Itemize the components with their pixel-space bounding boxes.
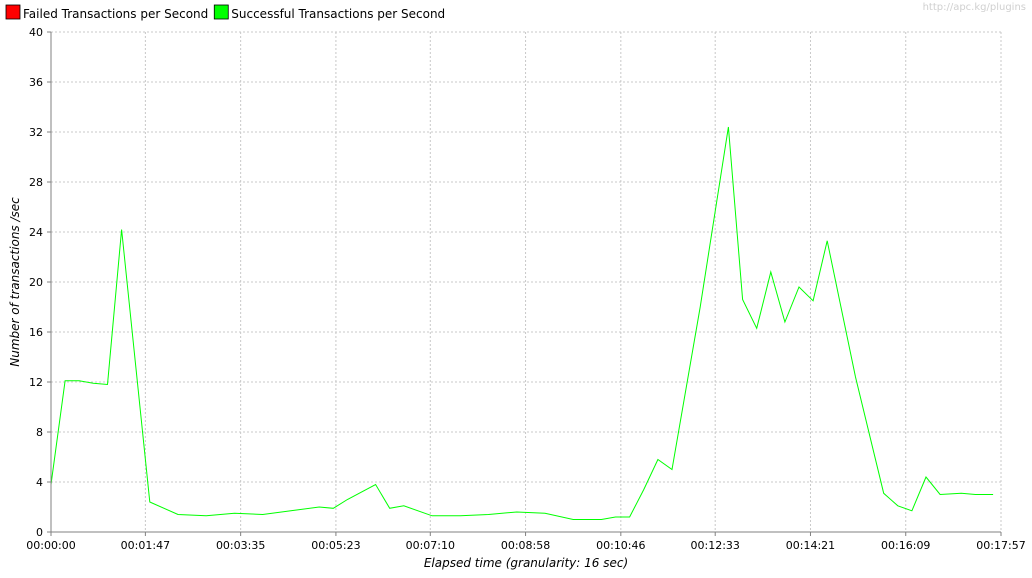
y-tick-label: 24 xyxy=(29,226,43,239)
legend: Failed Transactions per Second Successful… xyxy=(5,4,445,21)
x-tick-label: 00:10:46 xyxy=(596,539,645,552)
series-line-successful xyxy=(50,126,994,520)
y-tick-label: 20 xyxy=(29,276,43,289)
x-tick-label: 00:03:35 xyxy=(216,539,265,552)
y-ticks: 0 4 8 12 16 20 24 28 32 36 40 xyxy=(29,26,51,539)
y-tick-label: 32 xyxy=(29,126,43,139)
y-tick-label: 36 xyxy=(29,76,43,89)
watermark: http://apc.kg/plugins xyxy=(923,2,1026,13)
x-tick-label: 00:08:58 xyxy=(501,539,550,552)
y-tick-label: 0 xyxy=(36,526,43,539)
y-tick-label: 4 xyxy=(36,476,43,489)
y-tick-label: 12 xyxy=(29,376,43,389)
y-tick-label: 8 xyxy=(36,426,43,439)
legend-label-successful: Successful Transactions per Second xyxy=(231,7,445,21)
legend-swatch-successful xyxy=(213,4,229,20)
x-tick-label: 00:05:23 xyxy=(311,539,360,552)
x-tick-label: 00:16:09 xyxy=(881,539,930,552)
grid xyxy=(51,31,1002,532)
x-tick-label: 00:07:10 xyxy=(406,539,455,552)
x-tick-label: 00:17:57 xyxy=(976,539,1025,552)
legend-swatch-failed xyxy=(5,4,21,20)
x-tick-label: 00:00:00 xyxy=(26,539,75,552)
x-ticks: 00:00:00 00:01:47 00:03:35 00:05:23 00:07:10… xyxy=(26,532,1026,552)
x-tick-label: 00:01:47 xyxy=(121,539,170,552)
y-tick-label: 28 xyxy=(29,176,43,189)
x-tick-label: 00:14:21 xyxy=(786,539,835,552)
legend-label-failed: Failed Transactions per Second xyxy=(23,7,208,21)
x-axis-title: Elapsed time (granularity: 16 sec) xyxy=(424,556,628,570)
x-tick-label: 00:12:33 xyxy=(691,539,740,552)
y-axis-title: Number of transactions /sec xyxy=(8,197,22,367)
y-tick-label: 40 xyxy=(29,26,43,39)
y-tick-label: 16 xyxy=(29,326,43,339)
